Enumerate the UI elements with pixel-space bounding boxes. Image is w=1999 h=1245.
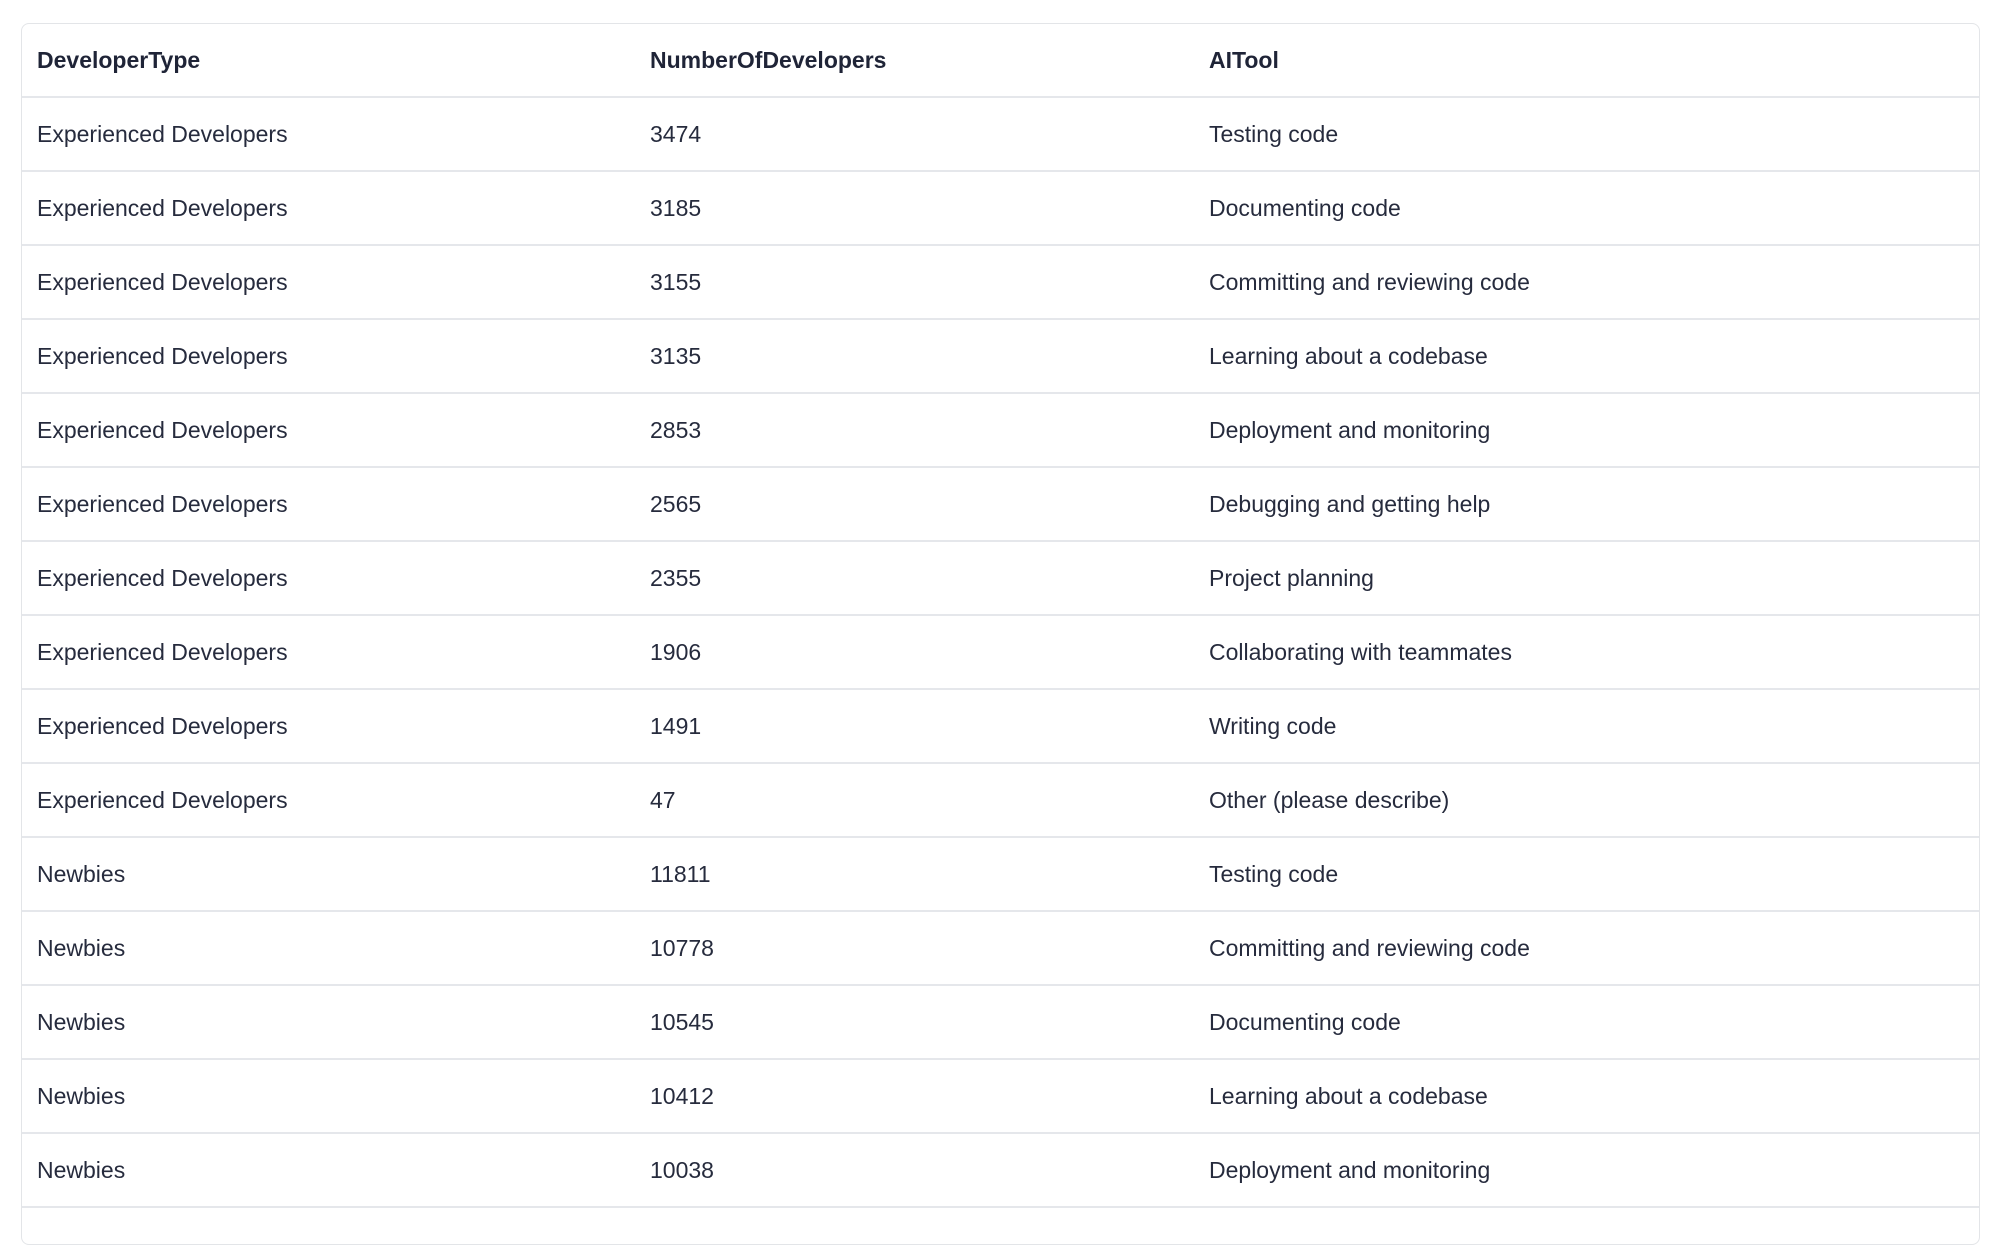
table-row: Experienced Developers 3135 Learning about… — [22, 319, 1979, 394]
cell-number-of-developers: 3155 — [635, 245, 1194, 320]
cell-developer-type: Newbies — [22, 911, 635, 986]
table-row: Experienced Developers 2853 Deployment and… — [22, 393, 1979, 468]
cell-developer-type: Newbies — [22, 837, 635, 912]
cell-developer-type: Experienced Developers — [22, 245, 635, 320]
cell-ai-tool: Documenting code — [1194, 985, 1979, 1060]
cell-ai-tool: Learning about a codebase — [1194, 319, 1979, 394]
table-row: Newbies 10038 Deployment and monitoring — [22, 1133, 1979, 1208]
table-row: Newbies 10778 Committing and reviewing cod… — [22, 911, 1979, 986]
cell-developer-type: Experienced Developers — [22, 689, 635, 764]
cell-number-of-developers: 1491 — [635, 689, 1194, 764]
cell-developer-type: Experienced Developers — [22, 319, 635, 394]
table-body: Experienced Developers 3474 Testing code Ex… — [22, 97, 1979, 1208]
column-header-developer-type[interactable]: DeveloperType — [22, 24, 635, 98]
table-header-row: DeveloperType NumberOfDevelopers AITool — [22, 24, 1979, 98]
cell-number-of-developers: 10545 — [635, 985, 1194, 1060]
column-header-ai-tool[interactable]: AITool — [1194, 24, 1979, 98]
cell-number-of-developers: 10412 — [635, 1059, 1194, 1134]
cell-number-of-developers: 2853 — [635, 393, 1194, 468]
cell-number-of-developers: 10038 — [635, 1133, 1194, 1208]
cell-ai-tool: Deployment and monitoring — [1194, 1133, 1979, 1208]
cell-ai-tool: Other (please describe) — [1194, 763, 1979, 838]
cell-developer-type: Newbies — [22, 1059, 635, 1134]
cell-developer-type: Experienced Developers — [22, 763, 635, 838]
data-table: DeveloperType NumberOfDevelopers AITool … — [22, 24, 1979, 1208]
table-row: Experienced Developers 47 Other (please de… — [22, 763, 1979, 838]
cell-developer-type: Newbies — [22, 1133, 635, 1208]
cell-ai-tool: Debugging and getting help — [1194, 467, 1979, 542]
cell-ai-tool: Deployment and monitoring — [1194, 393, 1979, 468]
table-row: Newbies 10412 Learning about a codebase — [22, 1059, 1979, 1134]
table-row: Experienced Developers 1491 Writing code — [22, 689, 1979, 764]
table-row: Newbies 11811 Testing code — [22, 837, 1979, 912]
cell-developer-type: Experienced Developers — [22, 541, 635, 616]
cell-developer-type: Experienced Developers — [22, 467, 635, 542]
table-row: Experienced Developers 3474 Testing code — [22, 97, 1979, 172]
cell-developer-type: Experienced Developers — [22, 615, 635, 690]
cell-number-of-developers: 11811 — [635, 837, 1194, 912]
cell-ai-tool: Learning about a codebase — [1194, 1059, 1979, 1134]
cell-number-of-developers: 2565 — [635, 467, 1194, 542]
cell-ai-tool: Testing code — [1194, 837, 1979, 912]
cell-ai-tool: Committing and reviewing code — [1194, 911, 1979, 986]
table-row: Experienced Developers 1906 Collaborating … — [22, 615, 1979, 690]
cell-developer-type: Experienced Developers — [22, 97, 635, 172]
table-row: Experienced Developers 3185 Documenting co… — [22, 171, 1979, 246]
table-row: Experienced Developers 2565 Debugging and … — [22, 467, 1979, 542]
cell-ai-tool: Collaborating with teammates — [1194, 615, 1979, 690]
table-row: Experienced Developers 3155 Committing and… — [22, 245, 1979, 320]
cell-number-of-developers: 3474 — [635, 97, 1194, 172]
cell-ai-tool: Writing code — [1194, 689, 1979, 764]
cell-ai-tool: Project planning — [1194, 541, 1979, 616]
cell-number-of-developers: 1906 — [635, 615, 1194, 690]
cell-ai-tool: Committing and reviewing code — [1194, 245, 1979, 320]
cell-number-of-developers: 3135 — [635, 319, 1194, 394]
column-header-number-of-developers[interactable]: NumberOfDevelopers — [635, 24, 1194, 98]
cell-number-of-developers: 2355 — [635, 541, 1194, 616]
data-table-container: DeveloperType NumberOfDevelopers AITool … — [21, 23, 1980, 1245]
table-row: Newbies 10545 Documenting code — [22, 985, 1979, 1060]
cell-number-of-developers: 3185 — [635, 171, 1194, 246]
cell-developer-type: Experienced Developers — [22, 393, 635, 468]
cell-developer-type: Experienced Developers — [22, 171, 635, 246]
cell-number-of-developers: 10778 — [635, 911, 1194, 986]
cell-number-of-developers: 47 — [635, 763, 1194, 838]
cell-ai-tool: Testing code — [1194, 97, 1979, 172]
cell-ai-tool: Documenting code — [1194, 171, 1979, 246]
cell-developer-type: Newbies — [22, 985, 635, 1060]
table-row: Experienced Developers 2355 Project planni… — [22, 541, 1979, 616]
